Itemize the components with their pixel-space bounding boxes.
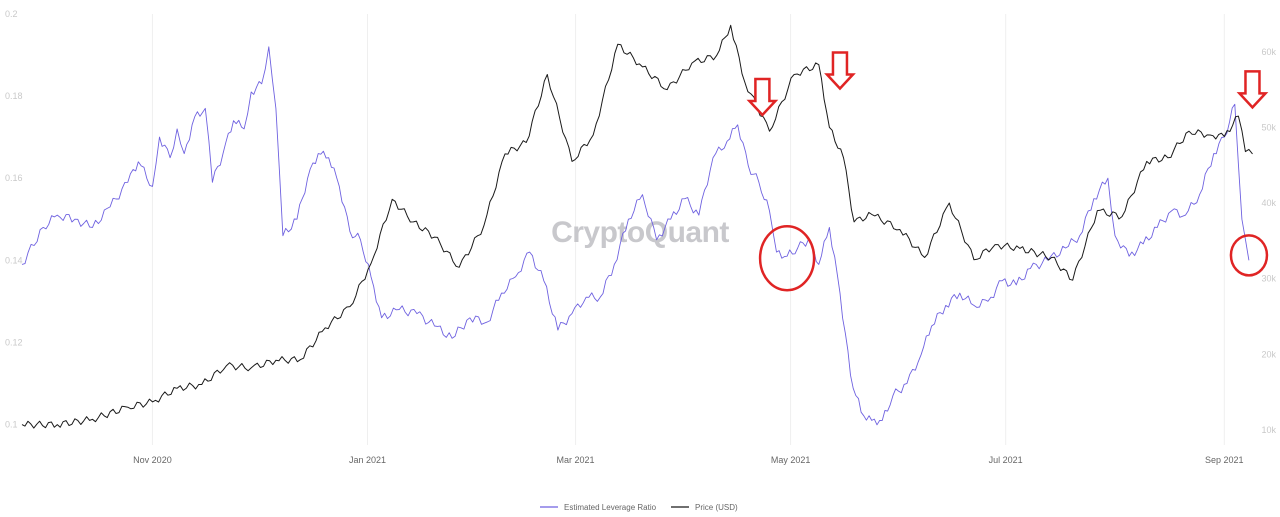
x-tick-label: Sep 2021 [1205,455,1244,465]
legend-label-leverage: Estimated Leverage Ratio [564,503,657,512]
legend-item-leverage[interactable]: Estimated Leverage Ratio [540,503,657,512]
left-y-tick-label: 0.16 [5,173,23,183]
highlight-circle [1229,234,1269,277]
right-y-tick-label: 40k [1261,198,1276,208]
legend-item-price[interactable]: Price (USD) [671,503,738,512]
x-axis: Nov 2020 Jan 2021 Mar 2021 May 2021 Jul 2021… [133,455,1243,465]
right-y-tick-label: 60k [1261,47,1276,57]
left-y-tick-label: 0.2 [5,9,18,19]
right-y-axis: 10k 20k 30k 40k 50k 60k [1261,47,1276,435]
down-arrow-icon [1236,70,1269,110]
left-y-tick-label: 0.1 [5,419,18,429]
legend-label-price: Price (USD) [695,503,738,512]
x-tick-label: May 2021 [771,455,811,465]
right-y-tick-label: 20k [1261,349,1276,359]
right-y-tick-label: 50k [1261,122,1276,132]
right-y-tick-label: 30k [1261,274,1276,284]
left-y-axis: 0.1 0.12 0.14 0.16 0.18 0.2 [5,9,23,429]
x-tick-label: Mar 2021 [557,455,595,465]
down-arrow-icon [746,77,779,117]
left-y-tick-label: 0.14 [5,255,23,265]
legend[interactable]: Estimated Leverage Ratio Price (USD) [540,503,738,512]
down-arrow-icon [824,51,856,91]
price-line [21,24,1253,429]
x-tick-label: Jan 2021 [349,455,386,465]
x-tick-label: Jul 2021 [989,455,1023,465]
highlight-circle [758,224,816,292]
series-lines [21,24,1253,429]
cryptoquant-watermark: CryptoQuant [551,216,729,249]
leverage-ratio-line [21,46,1250,426]
red-annotations [746,51,1269,292]
right-y-tick-label: 10k [1261,425,1276,435]
left-y-tick-label: 0.18 [5,91,23,101]
vertical-gridlines [151,14,1225,445]
left-y-tick-label: 0.12 [5,337,23,347]
x-tick-label: Nov 2020 [133,455,172,465]
